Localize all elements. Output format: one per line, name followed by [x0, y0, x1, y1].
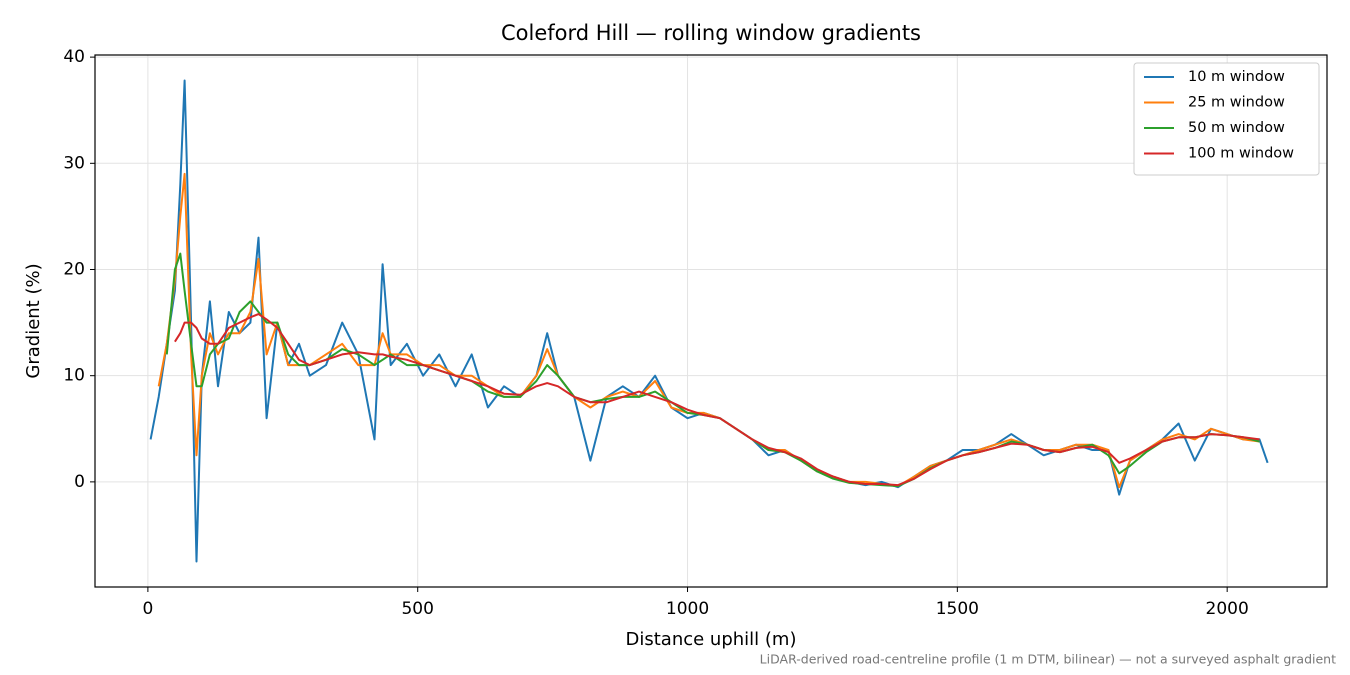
x-tick-label: 1000 [666, 599, 709, 619]
footnote: LiDAR-derived road-centreline profile (1… [760, 652, 1336, 667]
data-line [174, 313, 1260, 487]
legend-label: 50 m window [1188, 120, 1285, 136]
chart-title: Coleford Hill — rolling window gradients [501, 21, 921, 45]
x-tick-label: 0 [142, 599, 153, 619]
legend-box [1133, 62, 1320, 176]
legend-label: 25 m window [1188, 95, 1285, 111]
x-axis-label: Distance uphill (m) [626, 629, 797, 650]
y-tick-label: 40 [63, 47, 85, 67]
y-tick-label: 0 [74, 472, 85, 492]
y-tick-label: 20 [63, 259, 85, 279]
data-line [149, 79, 1269, 563]
plot-frame [94, 54, 1328, 588]
x-tick-label: 1500 [936, 599, 979, 619]
legend-label: 100 m window [1188, 146, 1294, 162]
data-line [157, 172, 1260, 489]
x-tick-label: 500 [401, 599, 433, 619]
y-axis-label: Gradient (%) [23, 263, 44, 378]
y-tick-label: 30 [63, 153, 85, 173]
legend-label: 10 m window [1188, 69, 1285, 85]
y-tick-label: 10 [63, 366, 85, 386]
x-tick-label: 2000 [1206, 599, 1249, 619]
data-line [165, 252, 1260, 488]
